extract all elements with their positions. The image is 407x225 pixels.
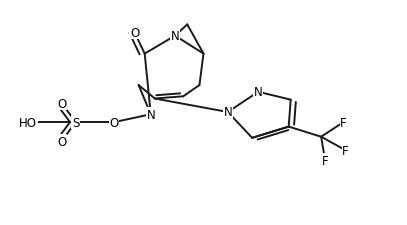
Text: N: N bbox=[223, 106, 232, 119]
Text: HO: HO bbox=[19, 116, 37, 129]
Text: F: F bbox=[342, 144, 349, 157]
Text: F: F bbox=[322, 154, 328, 167]
Text: O: O bbox=[130, 27, 139, 40]
Text: S: S bbox=[72, 116, 79, 129]
Text: F: F bbox=[340, 116, 347, 129]
Text: O: O bbox=[57, 135, 66, 148]
Text: N: N bbox=[254, 86, 263, 99]
Text: O: O bbox=[57, 97, 66, 110]
Text: N: N bbox=[147, 108, 155, 121]
Text: N: N bbox=[171, 30, 179, 43]
Text: O: O bbox=[109, 116, 119, 129]
